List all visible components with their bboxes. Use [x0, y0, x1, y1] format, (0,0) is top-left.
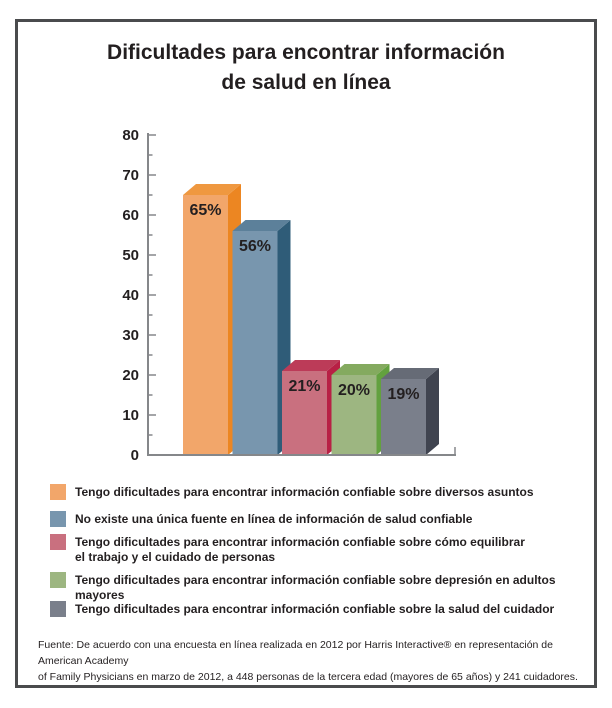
legend-swatch-icon — [50, 511, 66, 527]
legend-swatch-icon — [50, 534, 66, 550]
page-title: Dificultades para encontrar información … — [15, 38, 597, 98]
outer-border-frame — [15, 19, 597, 688]
legend-label: Tengo dificultades para encontrar inform… — [75, 573, 556, 602]
legend-swatch-icon — [50, 572, 66, 588]
legend-label: Tengo dificultades para encontrar inform… — [75, 535, 525, 564]
legend-item: No existe una única fuente en línea de i… — [50, 511, 472, 527]
legend-item: Tengo dificultades para encontrar inform… — [50, 572, 580, 603]
legend-swatch-icon — [50, 484, 66, 500]
legend-swatch-icon — [50, 601, 66, 617]
legend-label: Tengo dificultades para encontrar inform… — [75, 602, 555, 616]
page-title-line1: Dificultades para encontrar información — [107, 41, 505, 64]
page-title-line2: de salud en línea — [221, 71, 391, 94]
legend-item: Tengo dificultades para encontrar inform… — [50, 484, 534, 500]
legend-label: Tengo dificultades para encontrar inform… — [75, 485, 534, 499]
source-footnote: Fuente: De acuerdo con una encuesta en l… — [38, 639, 578, 683]
legend-label: No existe una única fuente en línea de i… — [75, 512, 473, 526]
legend-item: Tengo dificultades para encontrar inform… — [50, 601, 554, 617]
legend-item: Tengo dificultades para encontrar inform… — [50, 534, 525, 565]
